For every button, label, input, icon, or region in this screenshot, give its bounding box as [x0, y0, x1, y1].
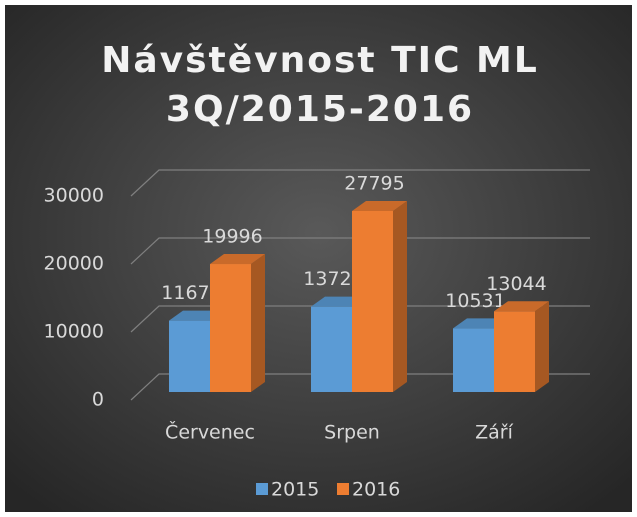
- data-label: 10531: [445, 290, 505, 312]
- legend-swatch: [337, 483, 349, 495]
- y-tick-label: 30000: [44, 185, 104, 207]
- data-label: 19996: [202, 226, 262, 248]
- bar-side: [535, 301, 549, 392]
- legend-swatch: [256, 483, 268, 495]
- bar: [352, 210, 393, 392]
- chart-title: 3Q/2015-2016: [166, 89, 474, 130]
- legend-label: 2015: [271, 479, 319, 501]
- data-label: 13723: [303, 268, 363, 290]
- grid-line: [130, 305, 590, 333]
- bar-top: [210, 254, 265, 265]
- x-tick-label: Září: [475, 422, 513, 444]
- bar: [311, 306, 352, 392]
- y-tick-label: 20000: [44, 253, 104, 275]
- bar-side: [393, 200, 407, 392]
- data-label: 27795: [344, 172, 404, 194]
- y-tick-label: 10000: [44, 321, 104, 343]
- bar-top: [494, 301, 549, 312]
- y-tick-label: 0: [92, 389, 104, 411]
- data-label: 13044: [486, 273, 546, 295]
- legend-label: 2016: [352, 479, 400, 501]
- bar: [453, 328, 494, 392]
- bar: [169, 320, 210, 392]
- data-label: 11671: [161, 282, 221, 304]
- bar-top: [352, 200, 407, 211]
- bar: [494, 311, 535, 392]
- bar: [210, 264, 251, 392]
- chart-title: Návštěvnost TIC ML: [101, 40, 539, 81]
- x-tick-label: Červenec: [165, 420, 255, 444]
- chart-background: [5, 5, 632, 512]
- grid-line: [130, 373, 590, 401]
- bar-side: [251, 254, 265, 392]
- grid-line: [130, 169, 590, 197]
- grid-line: [130, 237, 590, 265]
- x-tick-label: Srpen: [324, 422, 380, 444]
